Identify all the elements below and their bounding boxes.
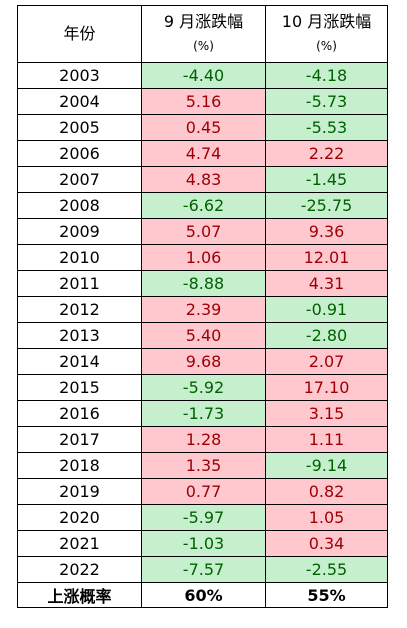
oct-change-cell: 1.05	[265, 504, 388, 531]
sep-change-cell: 1.06	[141, 244, 266, 271]
oct-change-cell: 0.34	[265, 530, 388, 557]
oct-change-cell: -0.91	[265, 296, 388, 323]
sep-change-cell: 1.28	[141, 426, 266, 453]
oct-change-cell: -4.18	[265, 62, 388, 89]
table-row: 2020 -5.97 1.05	[17, 504, 388, 531]
sep-change-cell: -6.62	[141, 192, 266, 219]
oct-change-label: 10 月涨跌幅	[281, 12, 372, 31]
oct-change-cell: -9.14	[265, 452, 388, 479]
oct-change-cell: 3.15	[265, 400, 388, 427]
sep-change-cell: -1.03	[141, 530, 266, 557]
sep-change-cell: 5.40	[141, 322, 266, 349]
sep-change-cell: -5.97	[141, 504, 266, 531]
oct-change-cell: -2.55	[265, 556, 388, 583]
year-cell: 2008	[17, 192, 142, 219]
year-header: 年份	[17, 5, 142, 63]
sep-change-cell: -8.88	[141, 270, 266, 297]
table-row: 2007 4.83 -1.45	[17, 166, 388, 193]
table-row: 2021 -1.03 0.34	[17, 530, 388, 557]
oct-change-cell: 2.07	[265, 348, 388, 375]
year-cell: 2020	[17, 504, 142, 531]
oct-change-cell: 4.31	[265, 270, 388, 297]
oct-change-cell: -5.73	[265, 88, 388, 115]
table-row: 2019 0.77 0.82	[17, 478, 388, 505]
table-row: 2016 -1.73 3.15	[17, 400, 388, 427]
year-cell: 2021	[17, 530, 142, 557]
oct-unit-label: (%)	[316, 39, 337, 53]
sep-probability: 60%	[141, 582, 266, 608]
oct-probability: 55%	[265, 582, 388, 608]
sep-change-cell: 0.45	[141, 114, 266, 141]
sep-change-cell: 5.07	[141, 218, 266, 245]
sep-change-cell: -5.92	[141, 374, 266, 401]
oct-change-cell: -1.45	[265, 166, 388, 193]
oct-change-cell: -5.53	[265, 114, 388, 141]
sep-change-cell: 4.74	[141, 140, 266, 167]
sep-change-label: 9 月涨跌幅	[163, 12, 244, 31]
year-cell: 2006	[17, 140, 142, 167]
table-row: 2017 1.28 1.11	[17, 426, 388, 453]
year-cell: 2005	[17, 114, 142, 141]
table-row: 2018 1.35 -9.14	[17, 452, 388, 479]
year-cell: 2022	[17, 556, 142, 583]
oct-change-header: 10 月涨跌幅 (%)	[265, 5, 388, 63]
table-row: 2006 4.74 2.22	[17, 140, 388, 167]
table-row: 2013 5.40 -2.80	[17, 322, 388, 349]
table-row: 2009 5.07 9.36	[17, 218, 388, 245]
year-cell: 2007	[17, 166, 142, 193]
table-row: 2022 -7.57 -2.55	[17, 556, 388, 583]
year-cell: 2014	[17, 348, 142, 375]
year-cell: 2004	[17, 88, 142, 115]
sep-change-cell: 0.77	[141, 478, 266, 505]
sep-change-cell: -4.40	[141, 62, 266, 89]
sep-change-cell: -7.57	[141, 556, 266, 583]
year-cell: 2015	[17, 374, 142, 401]
oct-change-cell: 12.01	[265, 244, 388, 271]
table-row: 2005 0.45 -5.53	[17, 114, 388, 141]
year-cell: 2017	[17, 426, 142, 453]
table-row: 2010 1.06 12.01	[17, 244, 388, 271]
oct-change-cell: -25.75	[265, 192, 388, 219]
probability-label: 上涨概率	[17, 582, 142, 608]
year-cell: 2016	[17, 400, 142, 427]
oct-change-cell: 9.36	[265, 218, 388, 245]
oct-change-cell: 2.22	[265, 140, 388, 167]
oct-change-cell: 17.10	[265, 374, 388, 401]
oct-change-cell: 1.11	[265, 426, 388, 453]
table-row: 2004 5.16 -5.73	[17, 88, 388, 115]
table-row: 2012 2.39 -0.91	[17, 296, 388, 323]
sep-change-cell: 9.68	[141, 348, 266, 375]
oct-change-cell: 0.82	[265, 478, 388, 505]
year-cell: 2019	[17, 478, 142, 505]
sep-unit-label: (%)	[193, 39, 214, 53]
table-row: 2003 -4.40 -4.18	[17, 62, 388, 89]
probability-row: 上涨概率 60% 55%	[17, 582, 388, 608]
table-row: 2014 9.68 2.07	[17, 348, 388, 375]
sep-change-cell: 1.35	[141, 452, 266, 479]
sep-change-cell: 2.39	[141, 296, 266, 323]
table-row: 2015 -5.92 17.10	[17, 374, 388, 401]
year-cell: 2003	[17, 62, 142, 89]
year-cell: 2010	[17, 244, 142, 271]
table-row: 2011 -8.88 4.31	[17, 270, 388, 297]
year-cell: 2012	[17, 296, 142, 323]
table-body: 2003 -4.40 -4.18 2004 5.16 -5.73 2005 0.45 -5.53…	[17, 62, 388, 583]
sep-change-header: 9 月涨跌幅 (%)	[141, 5, 266, 63]
year-cell: 2013	[17, 322, 142, 349]
sep-change-cell: -1.73	[141, 400, 266, 427]
table-row: 2008 -6.62 -25.75	[17, 192, 388, 219]
sep-change-cell: 5.16	[141, 88, 266, 115]
year-cell: 2011	[17, 270, 142, 297]
year-cell: 2018	[17, 452, 142, 479]
returns-table: 年份 9 月涨跌幅 (%) 10 月涨跌幅 (%) 2003 -4.40 -4.18…	[17, 5, 388, 608]
year-cell: 2009	[17, 218, 142, 245]
sep-change-cell: 4.83	[141, 166, 266, 193]
header-row: 年份 9 月涨跌幅 (%) 10 月涨跌幅 (%)	[17, 5, 388, 63]
oct-change-cell: -2.80	[265, 322, 388, 349]
